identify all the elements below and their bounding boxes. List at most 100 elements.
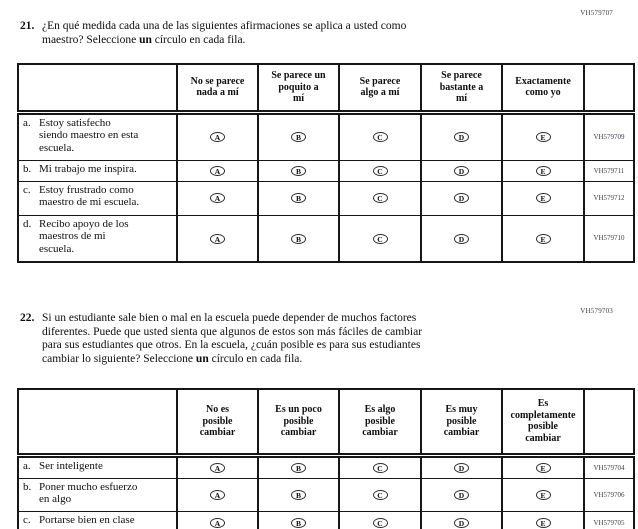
question-21-line2-bold: un: [139, 33, 152, 46]
question-22-line3: para sus estudiantes que otros. En la es…: [42, 339, 421, 351]
item-code: VH579710: [583, 214, 635, 263]
answer-bubble-d[interactable]: D: [454, 489, 469, 500]
answer-bubble-a[interactable]: A: [210, 165, 225, 176]
row-letter: b.: [23, 480, 32, 493]
q22-code-header-cell: [583, 388, 635, 458]
answer-bubble-d[interactable]: D: [454, 233, 469, 244]
answer-bubble-d[interactable]: D: [454, 193, 469, 204]
question-22-line4-pre: cambiar lo siguiente? Seleccione: [42, 352, 194, 365]
q22-row-b-label: b. Poner mucho esfuerzo en algo: [17, 477, 178, 512]
answer-bubble-e[interactable]: E: [535, 518, 551, 529]
answer-bubble-d[interactable]: D: [454, 462, 469, 473]
q22-table-row-b: b. Poner mucho esfuerzo en algo A B C D E…: [17, 477, 635, 512]
q22-header-row: No es posible cambiar Es un poco posible…: [17, 388, 635, 458]
answer-bubble-b[interactable]: B: [291, 518, 306, 529]
answer-bubble-d[interactable]: D: [454, 518, 469, 529]
question-22-text: Si un estudiante sale bien o mal en la e…: [42, 312, 422, 366]
item-code: VH579704: [583, 454, 635, 479]
q21-column-header-4: Se parece bastante a mí: [420, 63, 503, 115]
question-22-line4-bold: un: [195, 352, 209, 365]
q21-row-c-label: c. Estoy frustrado como maestro de mi esc…: [17, 180, 178, 216]
item-code: VH579705: [583, 510, 635, 529]
answer-bubble-a[interactable]: A: [210, 518, 225, 529]
row-text: Portarse bien en clase: [39, 513, 135, 526]
q22-column-header-5: Es completamente posible cambiar: [501, 388, 585, 458]
q22-corner-cell: [17, 388, 178, 458]
q22-column-header-2: Es un poco posible cambiar: [257, 388, 340, 458]
q21-column-header-3: Se parece algo a mí: [338, 63, 422, 115]
q22-row-a-label: a. Ser inteligente: [17, 454, 178, 479]
answer-bubble-e[interactable]: E: [535, 193, 551, 204]
answer-bubble-a[interactable]: A: [210, 462, 225, 473]
question-22-line4-post: círculo en cada fila.: [211, 352, 303, 365]
row-letter: d.: [23, 217, 32, 230]
item-code: VH579709: [583, 111, 635, 161]
q21-row-d-label: d. Recibo apoyo de los maestros de mi esc…: [17, 214, 178, 263]
q22-table-row-c: c. Portarse bien en clase A B C D E VH579…: [17, 510, 635, 529]
row-text: Recibo apoyo de los maestros de mi escue…: [39, 217, 129, 255]
answer-bubble-e[interactable]: E: [535, 165, 551, 176]
answer-bubble-c[interactable]: C: [372, 193, 388, 204]
q21-header-row: No se parece nada a mí Se parece un poqu…: [17, 63, 635, 115]
answer-bubble-c[interactable]: C: [372, 462, 388, 473]
item-code: VH579706: [583, 477, 635, 512]
row-text: Ser inteligente: [39, 459, 103, 472]
q22-column-header-4: Es muy posible cambiar: [420, 388, 503, 458]
answer-bubble-a[interactable]: A: [210, 233, 225, 244]
row-letter: c.: [23, 183, 31, 196]
row-letter: b.: [23, 162, 32, 175]
item-code: VH579711: [583, 159, 635, 182]
q21-column-header-5: Exactamente como yo: [501, 63, 585, 115]
q21-table-row-a: a. Estoy satisfecho siendo maestro en est…: [17, 111, 635, 161]
question-22-line2: diferentes. Puede que usted sienta que a…: [42, 325, 423, 338]
q22-table-row-a: a. Ser inteligente A B C D E VH579704: [17, 454, 635, 479]
question-21-number: 21.: [20, 20, 35, 32]
answer-bubble-d[interactable]: D: [454, 132, 469, 143]
q21-corner-cell: [17, 63, 178, 115]
answer-bubble-b[interactable]: B: [291, 489, 306, 500]
question-22-line4: cambiar lo siguiente? Seleccione un círc…: [42, 353, 422, 367]
q21-table-row-d: d. Recibo apoyo de los maestros de mi esc…: [17, 214, 635, 263]
question-22-line1: Si un estudiante sale bien o mal en la e…: [42, 312, 417, 324]
q21-row-a-label: a. Estoy satisfecho siendo maestro en est…: [17, 111, 178, 161]
item-code: VH579712: [583, 180, 635, 216]
q22-column-header-3: Es algo posible cambiar: [338, 388, 422, 458]
answer-bubble-c[interactable]: C: [372, 489, 388, 500]
question-21-line2: maestro? Seleccione un círculo en cada f…: [42, 34, 406, 48]
answer-bubble-b[interactable]: B: [291, 233, 306, 244]
question-21-line1: ¿En qué medida cada una de las siguiente…: [42, 20, 407, 32]
answer-bubble-c[interactable]: C: [372, 233, 388, 244]
question-21-line2-post: círculo en cada fila.: [154, 33, 246, 46]
row-text: Mi trabajo me inspira.: [39, 162, 137, 175]
answer-bubble-b[interactable]: B: [291, 462, 306, 473]
row-letter: a.: [23, 116, 31, 129]
answer-bubble-e[interactable]: E: [535, 233, 551, 244]
question-22-response-table: No es posible cambiar Es un poco posible…: [17, 388, 635, 529]
answer-bubble-d[interactable]: D: [454, 165, 469, 176]
answer-bubble-a[interactable]: A: [210, 489, 225, 500]
row-text: Poner mucho esfuerzo en algo: [39, 480, 138, 506]
answer-bubble-c[interactable]: C: [372, 132, 388, 143]
question-21-line2-pre: maestro? Seleccione: [42, 33, 137, 46]
q21-code-header-cell: [583, 63, 635, 115]
q22-column-header-1: No es posible cambiar: [176, 388, 259, 458]
question-21-response-table: No se parece nada a mí Se parece un poqu…: [17, 63, 635, 263]
answer-bubble-b[interactable]: B: [291, 193, 306, 204]
answer-bubble-c[interactable]: C: [372, 518, 388, 529]
q21-table-row-c: c. Estoy frustrado como maestro de mi esc…: [17, 180, 635, 216]
answer-bubble-e[interactable]: E: [535, 462, 551, 473]
answer-bubble-c[interactable]: C: [372, 165, 388, 176]
answer-bubble-b[interactable]: B: [291, 165, 306, 176]
q22-row-c-label: c. Portarse bien en clase: [17, 510, 178, 529]
question-22-number: 22.: [20, 312, 35, 324]
q21-row-b-label: b. Mi trabajo me inspira.: [17, 159, 178, 182]
answer-bubble-a[interactable]: A: [210, 132, 225, 143]
answer-bubble-e[interactable]: E: [535, 132, 551, 143]
answer-bubble-b[interactable]: B: [291, 132, 306, 143]
answer-bubble-e[interactable]: E: [535, 489, 551, 500]
row-letter: a.: [23, 459, 31, 472]
q21-column-header-1: No se parece nada a mí: [176, 63, 259, 115]
answer-bubble-a[interactable]: A: [210, 193, 225, 204]
q21-table-row-b: b. Mi trabajo me inspira. A B C D E VH579…: [17, 159, 635, 182]
